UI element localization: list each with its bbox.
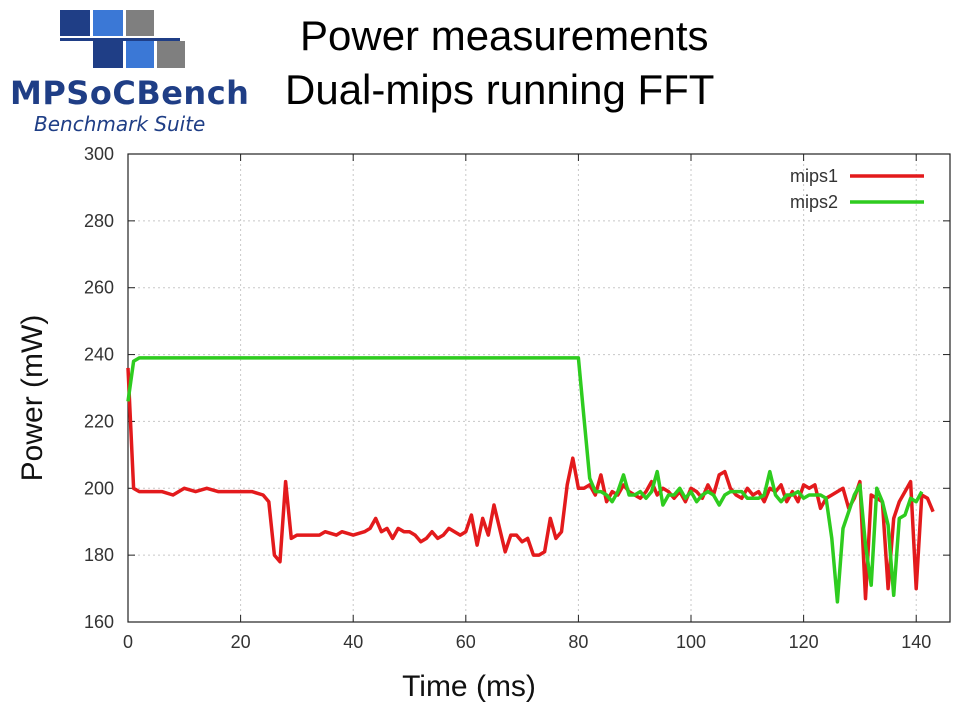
- y-tick-label: 300: [84, 144, 114, 164]
- x-tick-label: 60: [456, 632, 476, 652]
- y-tick-label: 260: [84, 278, 114, 298]
- logo-name: MPSoCBench: [10, 74, 250, 112]
- x-tick-label: 20: [231, 632, 251, 652]
- legend-label-mips2: mips2: [790, 192, 838, 212]
- x-tick-label: 80: [568, 632, 588, 652]
- x-tick-label: 0: [123, 632, 133, 652]
- x-axis-title: Time (ms): [402, 670, 536, 703]
- page-title-line1: Power measurements: [300, 12, 709, 59]
- series-line-mips1: [126, 367, 935, 601]
- legend-label-mips1: mips1: [790, 166, 838, 186]
- logo-tagline: Benchmark Suite: [34, 112, 206, 136]
- page-title-line2: Dual-mips running FFT: [285, 66, 715, 113]
- y-tick-label: 160: [84, 612, 114, 632]
- y-tick-label: 200: [84, 478, 114, 498]
- x-tick-label: 120: [789, 632, 819, 652]
- mpsocbench-logo: MPSoCBench Benchmark Suite: [0, 0, 260, 140]
- y-tick-label: 180: [84, 545, 114, 565]
- x-tick-label: 100: [676, 632, 706, 652]
- y-axis-title: Power (mW): [16, 315, 49, 482]
- y-tick-label: 240: [84, 345, 114, 365]
- series-line-mips2: [126, 356, 924, 604]
- y-tick-label: 220: [84, 411, 114, 431]
- x-tick-label: 140: [901, 632, 931, 652]
- plot-frame: [127, 153, 951, 623]
- y-tick-label: 280: [84, 211, 114, 231]
- logo-squares: [60, 10, 185, 68]
- x-tick-label: 40: [343, 632, 363, 652]
